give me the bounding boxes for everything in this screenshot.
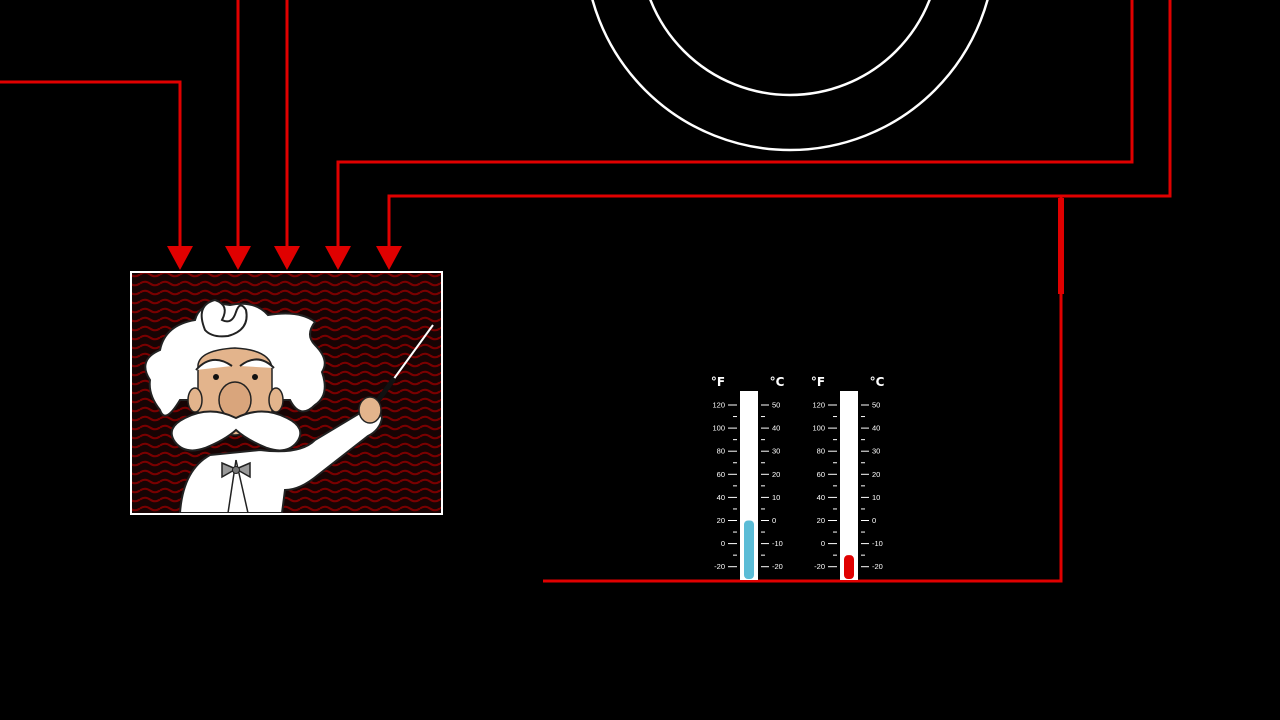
tick-label-f: 100 bbox=[812, 424, 825, 433]
arrow-down-icon bbox=[325, 246, 351, 270]
tick-label-f: 80 bbox=[817, 447, 825, 456]
tick-label-c: -20 bbox=[872, 562, 883, 571]
tick-label-c: 20 bbox=[872, 470, 880, 479]
wire-4 bbox=[336, 0, 1134, 250]
outer-ring bbox=[591, 0, 989, 152]
arrow-down-icon bbox=[167, 246, 193, 270]
arrow-down-icon bbox=[376, 246, 402, 270]
tick-label-f: 20 bbox=[817, 516, 825, 525]
arrow-down-icon bbox=[274, 246, 300, 270]
wire-1 bbox=[0, 80, 182, 250]
tick-label-f: 0 bbox=[721, 539, 725, 548]
tick-label-f: -20 bbox=[714, 562, 725, 571]
scientist-with-pointer-icon bbox=[144, 298, 434, 513]
wire-5 bbox=[387, 0, 1172, 250]
tick-label-c: -10 bbox=[772, 539, 783, 548]
tick-label-f: 60 bbox=[817, 470, 825, 479]
unit-label-right: °C bbox=[770, 375, 785, 389]
tick-label-c: -20 bbox=[772, 562, 783, 571]
thermometer-fluid bbox=[744, 520, 754, 579]
thermometer-fluid bbox=[844, 555, 854, 579]
tick-label-c: 40 bbox=[772, 424, 780, 433]
wire-6 bbox=[543, 196, 1063, 583]
tick-label-f: 0 bbox=[821, 539, 825, 548]
tick-label-f: 20 bbox=[717, 516, 725, 525]
unit-label-right: °C bbox=[870, 375, 885, 389]
frame-border bbox=[130, 271, 443, 515]
tick-label-c: 20 bbox=[772, 470, 780, 479]
unit-label-left: °F bbox=[711, 375, 725, 389]
tick-label-f: -20 bbox=[814, 562, 825, 571]
unit-label-left: °F bbox=[811, 375, 825, 389]
tick-label-c: 0 bbox=[872, 516, 876, 525]
tick-label-f: 40 bbox=[717, 493, 725, 502]
inner-ring bbox=[649, 0, 931, 97]
tick-label-f: 100 bbox=[712, 424, 725, 433]
tick-label-c: 40 bbox=[872, 424, 880, 433]
tick-label-f: 40 bbox=[817, 493, 825, 502]
tick-label-f: 80 bbox=[717, 447, 725, 456]
scientist-frame bbox=[130, 271, 443, 515]
thermometer-tube bbox=[840, 391, 858, 580]
wire-junction bbox=[1058, 198, 1064, 294]
tick-label-f: 60 bbox=[717, 470, 725, 479]
tick-label-c: -10 bbox=[872, 539, 883, 548]
tick-label-c: 50 bbox=[872, 401, 880, 410]
tick-label-c: 50 bbox=[772, 401, 780, 410]
double-ring-icon bbox=[591, 0, 989, 152]
tick-label-c: 0 bbox=[772, 516, 776, 525]
tick-label-c: 10 bbox=[872, 493, 880, 502]
tick-label-c: 10 bbox=[772, 493, 780, 502]
tick-label-f: 120 bbox=[812, 401, 825, 410]
tick-label-c: 30 bbox=[772, 447, 780, 456]
arrows bbox=[167, 246, 402, 270]
tick-label-f: 120 bbox=[712, 401, 725, 410]
wires bbox=[0, 0, 1172, 583]
tick-label-c: 30 bbox=[872, 447, 880, 456]
arrow-down-icon bbox=[225, 246, 251, 270]
